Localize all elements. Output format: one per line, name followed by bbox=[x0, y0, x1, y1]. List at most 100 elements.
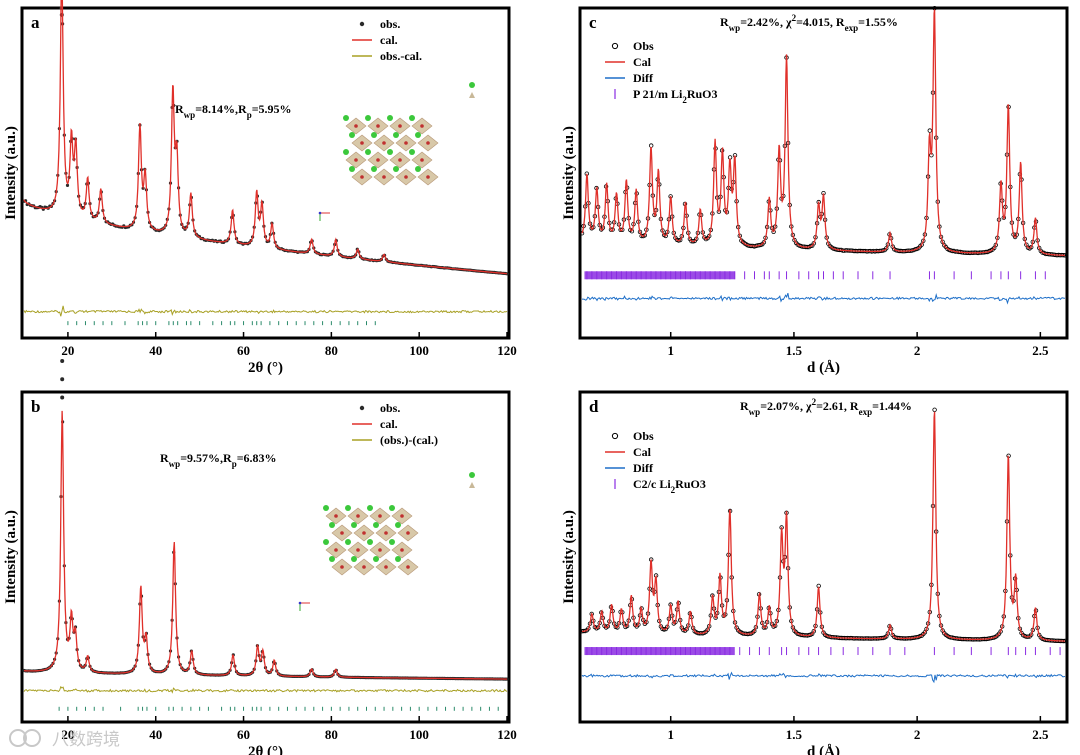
oxygen-atom bbox=[360, 175, 364, 179]
oxygen-atom bbox=[400, 548, 404, 552]
panel-letter: c bbox=[589, 13, 597, 32]
oxygen-atom bbox=[404, 141, 408, 145]
oxygen-atom bbox=[334, 548, 338, 552]
plot-frame bbox=[578, 390, 1069, 724]
obs-point bbox=[752, 628, 757, 634]
panel-b: 20 40 60 80 100 120 2θ (°) Intensity (a.u.) b obs… bbox=[3, 359, 517, 755]
atom-legend-ru bbox=[469, 92, 475, 98]
obs-point bbox=[771, 229, 776, 234]
lithium-atom bbox=[349, 132, 355, 138]
legend-diff-label: (obs.)-(cal.) bbox=[380, 433, 438, 447]
y-axis-label: Intensity (a.u.) bbox=[561, 510, 577, 604]
lithium-atom bbox=[395, 556, 401, 562]
obs-point bbox=[811, 241, 816, 246]
refinement-stats: Rwp=8.14%,Rp=5.95% bbox=[175, 102, 292, 120]
x-tick-label: 60 bbox=[237, 343, 250, 358]
obs-point bbox=[595, 625, 601, 630]
obs-point bbox=[884, 246, 889, 251]
crystal-structure-inset bbox=[298, 472, 475, 611]
oxygen-atom bbox=[406, 531, 410, 535]
legend-cal-label: cal. bbox=[380, 33, 398, 47]
obs-point bbox=[663, 233, 668, 239]
panel-letter: a bbox=[31, 13, 40, 32]
oxygen-atom bbox=[398, 124, 402, 128]
legend-obs-marker bbox=[611, 432, 619, 440]
lithium-atom bbox=[371, 166, 377, 172]
x-axis-label: 2θ (°) bbox=[248, 360, 283, 376]
x-tick-label: 40 bbox=[149, 343, 162, 358]
lithium-atom bbox=[349, 166, 355, 172]
oxygen-atom bbox=[378, 548, 382, 552]
legend-diff-label: Diff bbox=[633, 461, 654, 475]
plot-frame bbox=[20, 6, 511, 340]
x-tick-label: 100 bbox=[409, 343, 429, 358]
obs-point bbox=[1028, 244, 1034, 250]
lithium-atom bbox=[367, 539, 373, 545]
difference-curve bbox=[582, 292, 1065, 305]
axis-triad-origin bbox=[318, 211, 322, 215]
calculated-curve bbox=[581, 411, 1065, 642]
obs-point bbox=[60, 359, 65, 363]
y-axis-label: Intensity (a.u.) bbox=[3, 510, 19, 604]
plot-frame bbox=[20, 390, 511, 724]
x-tick-label: 120 bbox=[497, 343, 517, 358]
oxygen-atom bbox=[420, 158, 424, 162]
lithium-atom bbox=[387, 115, 393, 121]
lithium-atom bbox=[395, 522, 401, 528]
calculated-curve bbox=[581, 9, 1065, 257]
lithium-atom bbox=[345, 539, 351, 545]
legend-obs-marker bbox=[359, 21, 365, 27]
lithium-atom bbox=[329, 522, 335, 528]
legend-obs-label: obs. bbox=[380, 17, 400, 31]
oxygen-atom bbox=[382, 175, 386, 179]
oxygen-atom bbox=[340, 565, 344, 569]
legend-cal-label: Cal bbox=[633, 55, 652, 69]
watermark-logo-icon bbox=[23, 729, 41, 747]
x-axis-label: d (Å) bbox=[807, 744, 840, 755]
legend-diff-label: Diff bbox=[633, 71, 654, 85]
lithium-atom bbox=[351, 556, 357, 562]
legend-cal-label: cal. bbox=[380, 417, 398, 431]
x-axis-label: 2θ (°) bbox=[248, 744, 283, 755]
lithium-atom bbox=[373, 522, 379, 528]
x-tick-label: 100 bbox=[409, 727, 429, 742]
x-tick-label: 1.5 bbox=[786, 343, 803, 358]
lithium-atom bbox=[343, 115, 349, 121]
x-tick-label: 1 bbox=[667, 343, 674, 358]
obs-point bbox=[761, 240, 767, 245]
difference-curve bbox=[23, 305, 508, 317]
watermark-logo-icon bbox=[9, 729, 27, 747]
x-tick-label: 2.5 bbox=[1032, 343, 1049, 358]
lithium-atom bbox=[373, 556, 379, 562]
obs-point bbox=[811, 629, 816, 634]
refinement-stats: Rwp=2.42%, χ2=4.015, Rexp=1.55% bbox=[720, 13, 898, 33]
oxygen-atom bbox=[404, 175, 408, 179]
oxygen-atom bbox=[426, 141, 430, 145]
lithium-atom bbox=[393, 166, 399, 172]
obs-point bbox=[927, 128, 932, 133]
oxygen-atom bbox=[376, 124, 380, 128]
oxygen-atom bbox=[376, 158, 380, 162]
refinement-stats: Rwp=2.07%, χ2=2.61, Rexp=1.44% bbox=[740, 397, 912, 417]
lithium-atom bbox=[323, 505, 329, 511]
legend-obs-marker bbox=[359, 405, 365, 411]
oxygen-atom bbox=[334, 514, 338, 518]
lithium-atom bbox=[415, 166, 421, 172]
watermark-text: 八数跨境 bbox=[52, 730, 120, 750]
oxygen-atom bbox=[382, 141, 386, 145]
legend-obs-marker bbox=[611, 42, 619, 50]
observed-points bbox=[22, 359, 509, 681]
legend-obs-label: Obs bbox=[633, 429, 654, 443]
oxygen-atom bbox=[356, 514, 360, 518]
lithium-atom bbox=[329, 556, 335, 562]
axis-triad-origin bbox=[298, 601, 302, 605]
oxygen-atom bbox=[354, 124, 358, 128]
oxygen-atom bbox=[362, 531, 366, 535]
legend-cal-label: Cal bbox=[633, 445, 652, 459]
y-axis-label: Intensity (a.u.) bbox=[3, 126, 19, 220]
oxygen-atom bbox=[384, 565, 388, 569]
x-tick-label: 2 bbox=[914, 727, 921, 742]
lithium-atom bbox=[323, 539, 329, 545]
y-axis-label: Intensity (a.u.) bbox=[561, 126, 577, 220]
legend-diff-label: obs.-cal. bbox=[380, 49, 422, 63]
